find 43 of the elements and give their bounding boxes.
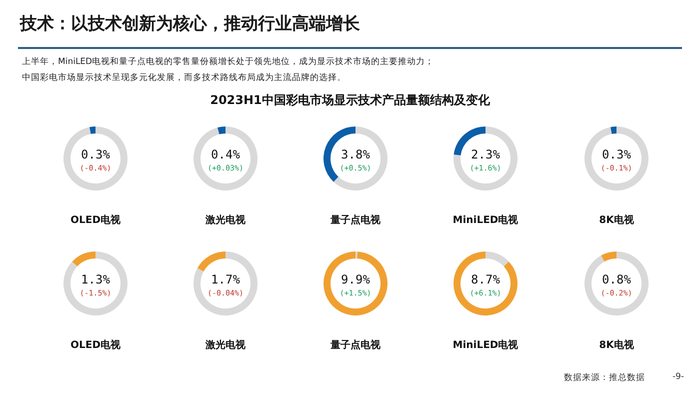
text: 激光电视 [204, 339, 246, 351]
text: MiniLED电视 [452, 214, 520, 226]
data-label: 2.3% [471, 148, 501, 162]
text: 上半年，MiniLED电视和量子点电视的零售量份额增长处于领先地位，成为显示技术市场的主要推动力； [22, 56, 434, 68]
donut-slice [218, 126, 226, 134]
donut-slice [194, 252, 258, 316]
donut-slice [454, 126, 518, 190]
data-label: 3.8% [341, 148, 371, 162]
donut-slice [454, 252, 518, 316]
data-label: 0.4% [211, 148, 241, 162]
data-label: 8.7% [471, 272, 501, 286]
donut-slice [584, 126, 648, 190]
text: 量子点电视 [330, 214, 382, 226]
text: 技术：以技术创新为核心，推动行业高端增长 [20, 13, 360, 35]
donut-slice [601, 252, 616, 262]
data-label: 1.3% [81, 272, 111, 286]
text: -9- [672, 372, 684, 382]
data-label: 0.8% [602, 272, 632, 286]
data-label: 0.3% [602, 148, 632, 162]
text: MiniLED电视 [452, 339, 520, 351]
text: 激光电视 [204, 214, 246, 226]
text: 量子点电视 [330, 339, 382, 351]
data-label: 0.3% [81, 148, 111, 162]
donut-slice [64, 252, 128, 316]
source-note: 数据来源：推总数据 [564, 372, 645, 384]
text: 2023H1中国彩电市场显示技术产品量额结构及变化 [209, 92, 491, 109]
donut-slice [334, 126, 388, 190]
text: 中国彩电市场显示技术呈现多元化发展，而多技术路线布局成为主流品牌的选择。 [22, 72, 346, 84]
donut-slice [64, 126, 128, 190]
donut-slice [72, 252, 96, 266]
text: 8K电视 [599, 214, 635, 226]
donut-slice [486, 252, 509, 266]
data-label: 9.9% [341, 272, 371, 286]
donut-slice [197, 252, 226, 272]
donut-slice [90, 126, 96, 134]
donut-slice [584, 252, 648, 316]
text: OLED电视 [70, 339, 122, 351]
donut-slice [194, 126, 258, 190]
text: OLED电视 [70, 214, 122, 226]
text: 8K电视 [599, 339, 635, 351]
donut-slice [324, 252, 388, 316]
data-label: 1.7% [211, 272, 241, 286]
donut-slice [610, 126, 616, 134]
